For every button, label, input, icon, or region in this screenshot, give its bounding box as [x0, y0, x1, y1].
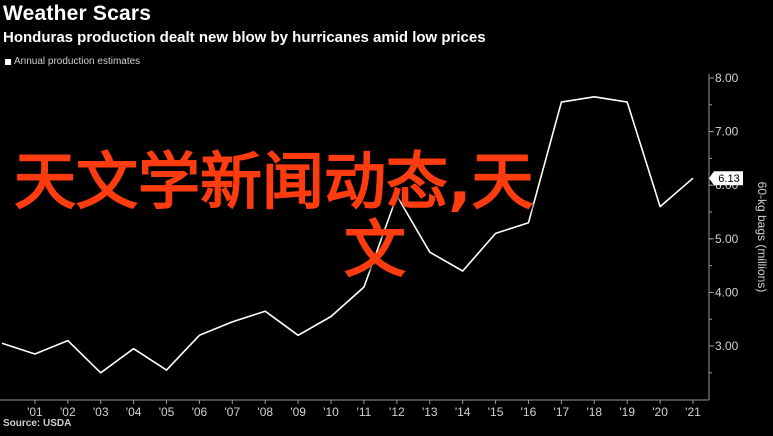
- x-tick-label: '17: [554, 405, 570, 419]
- x-tick-label: '05: [159, 405, 175, 419]
- y-tick-label: 8.00: [715, 71, 739, 85]
- x-tick-label: '11: [357, 405, 372, 419]
- overlay-line-2: 文: [344, 213, 407, 286]
- last-value-box: [709, 171, 743, 186]
- x-tick-label: '18: [586, 405, 602, 419]
- last-value-label: 6.13: [718, 173, 739, 185]
- y-axis-label: 60-kg bags (millions): [755, 182, 769, 293]
- x-tick-label: '14: [455, 405, 471, 419]
- series-line: [1, 96, 694, 374]
- x-tick-label: '01: [27, 405, 43, 419]
- x-tick-label: '12: [389, 405, 405, 419]
- y-tick-label: 7.00: [715, 125, 739, 139]
- x-tick-label: '07: [225, 405, 241, 419]
- overlay-line-1: 天文学新闻动态,天: [14, 145, 534, 218]
- legend-label: Annual production estimates: [14, 56, 141, 67]
- y-tick-label: 3.00: [715, 339, 739, 353]
- x-tick-label: '02: [60, 405, 76, 419]
- y-tick-label: 5.00: [715, 232, 739, 246]
- watermark-overlay-text: 天文学新闻动态,天 文: [14, 148, 714, 284]
- x-tick-label: '19: [619, 405, 635, 419]
- x-tick-label: '15: [488, 405, 504, 419]
- x-tick-label: '20: [652, 405, 668, 419]
- x-tick-label: '16: [521, 405, 537, 419]
- x-tick-label: '03: [93, 405, 109, 419]
- x-tick-label: '09: [290, 405, 306, 419]
- y-tick-label: 4.00: [715, 285, 739, 299]
- legend: Annual production estimates: [5, 56, 140, 67]
- x-tick-label: '21: [685, 405, 701, 419]
- x-tick-label: '06: [192, 405, 208, 419]
- source-note: Source: USDA: [3, 418, 72, 429]
- legend-swatch: [5, 58, 11, 65]
- x-tick-label: '13: [422, 405, 438, 419]
- x-tick-label: '10: [323, 405, 339, 419]
- chart-subtitle: Honduras production dealt new blow by hu…: [3, 29, 486, 46]
- x-tick-label: '04: [126, 405, 142, 419]
- chart-title: Weather Scars: [3, 2, 152, 25]
- x-tick-label: '08: [257, 405, 273, 419]
